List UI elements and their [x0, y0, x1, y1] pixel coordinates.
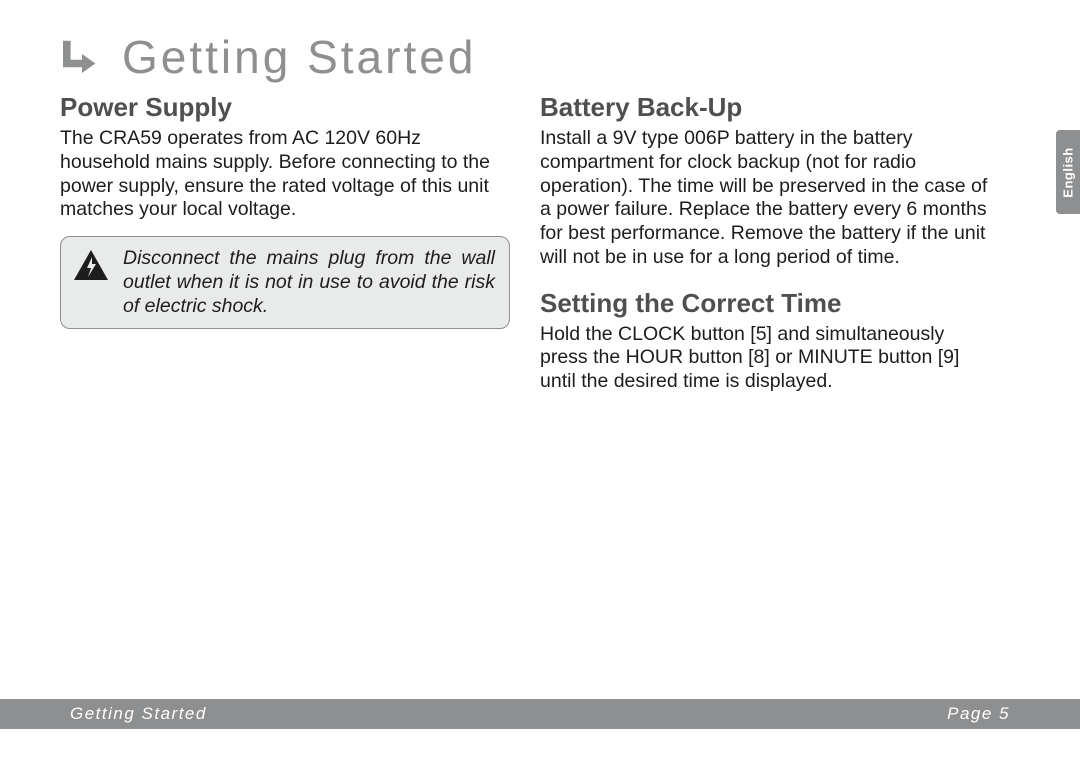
footer-page-number: Page 5 [947, 704, 1010, 724]
heading-power-supply: Power Supply [60, 92, 510, 123]
right-column: Battery Back-Up Install a 9V type 006P b… [540, 90, 990, 394]
page-title: Getting Started [122, 30, 476, 84]
warning-box: Disconnect the mains plug from the wall … [60, 236, 510, 329]
body-battery-backup: Install a 9V type 006P battery in the ba… [540, 127, 990, 270]
footer-section-name: Getting Started [70, 704, 207, 724]
language-tab[interactable]: English [1056, 130, 1080, 214]
title-row: Getting Started [60, 30, 1020, 84]
page-content: Getting Started Power Supply The CRA59 o… [60, 30, 1020, 710]
high-voltage-warning-icon [73, 249, 109, 281]
footer-bar: Getting Started Page 5 [0, 699, 1080, 729]
heading-battery-backup: Battery Back-Up [540, 92, 990, 123]
warning-text: Disconnect the mains plug from the wall … [123, 247, 495, 318]
down-right-arrow-icon [60, 37, 100, 77]
body-setting-time: Hold the CLOCK button [5] and simultaneo… [540, 323, 990, 394]
heading-setting-time: Setting the Correct Time [540, 288, 990, 319]
body-power-supply: The CRA59 operates from AC 120V 60Hz hou… [60, 127, 510, 222]
left-column: Power Supply The CRA59 operates from AC … [60, 90, 510, 394]
columns: Power Supply The CRA59 operates from AC … [60, 90, 1020, 394]
language-tab-label: English [1061, 147, 1076, 197]
